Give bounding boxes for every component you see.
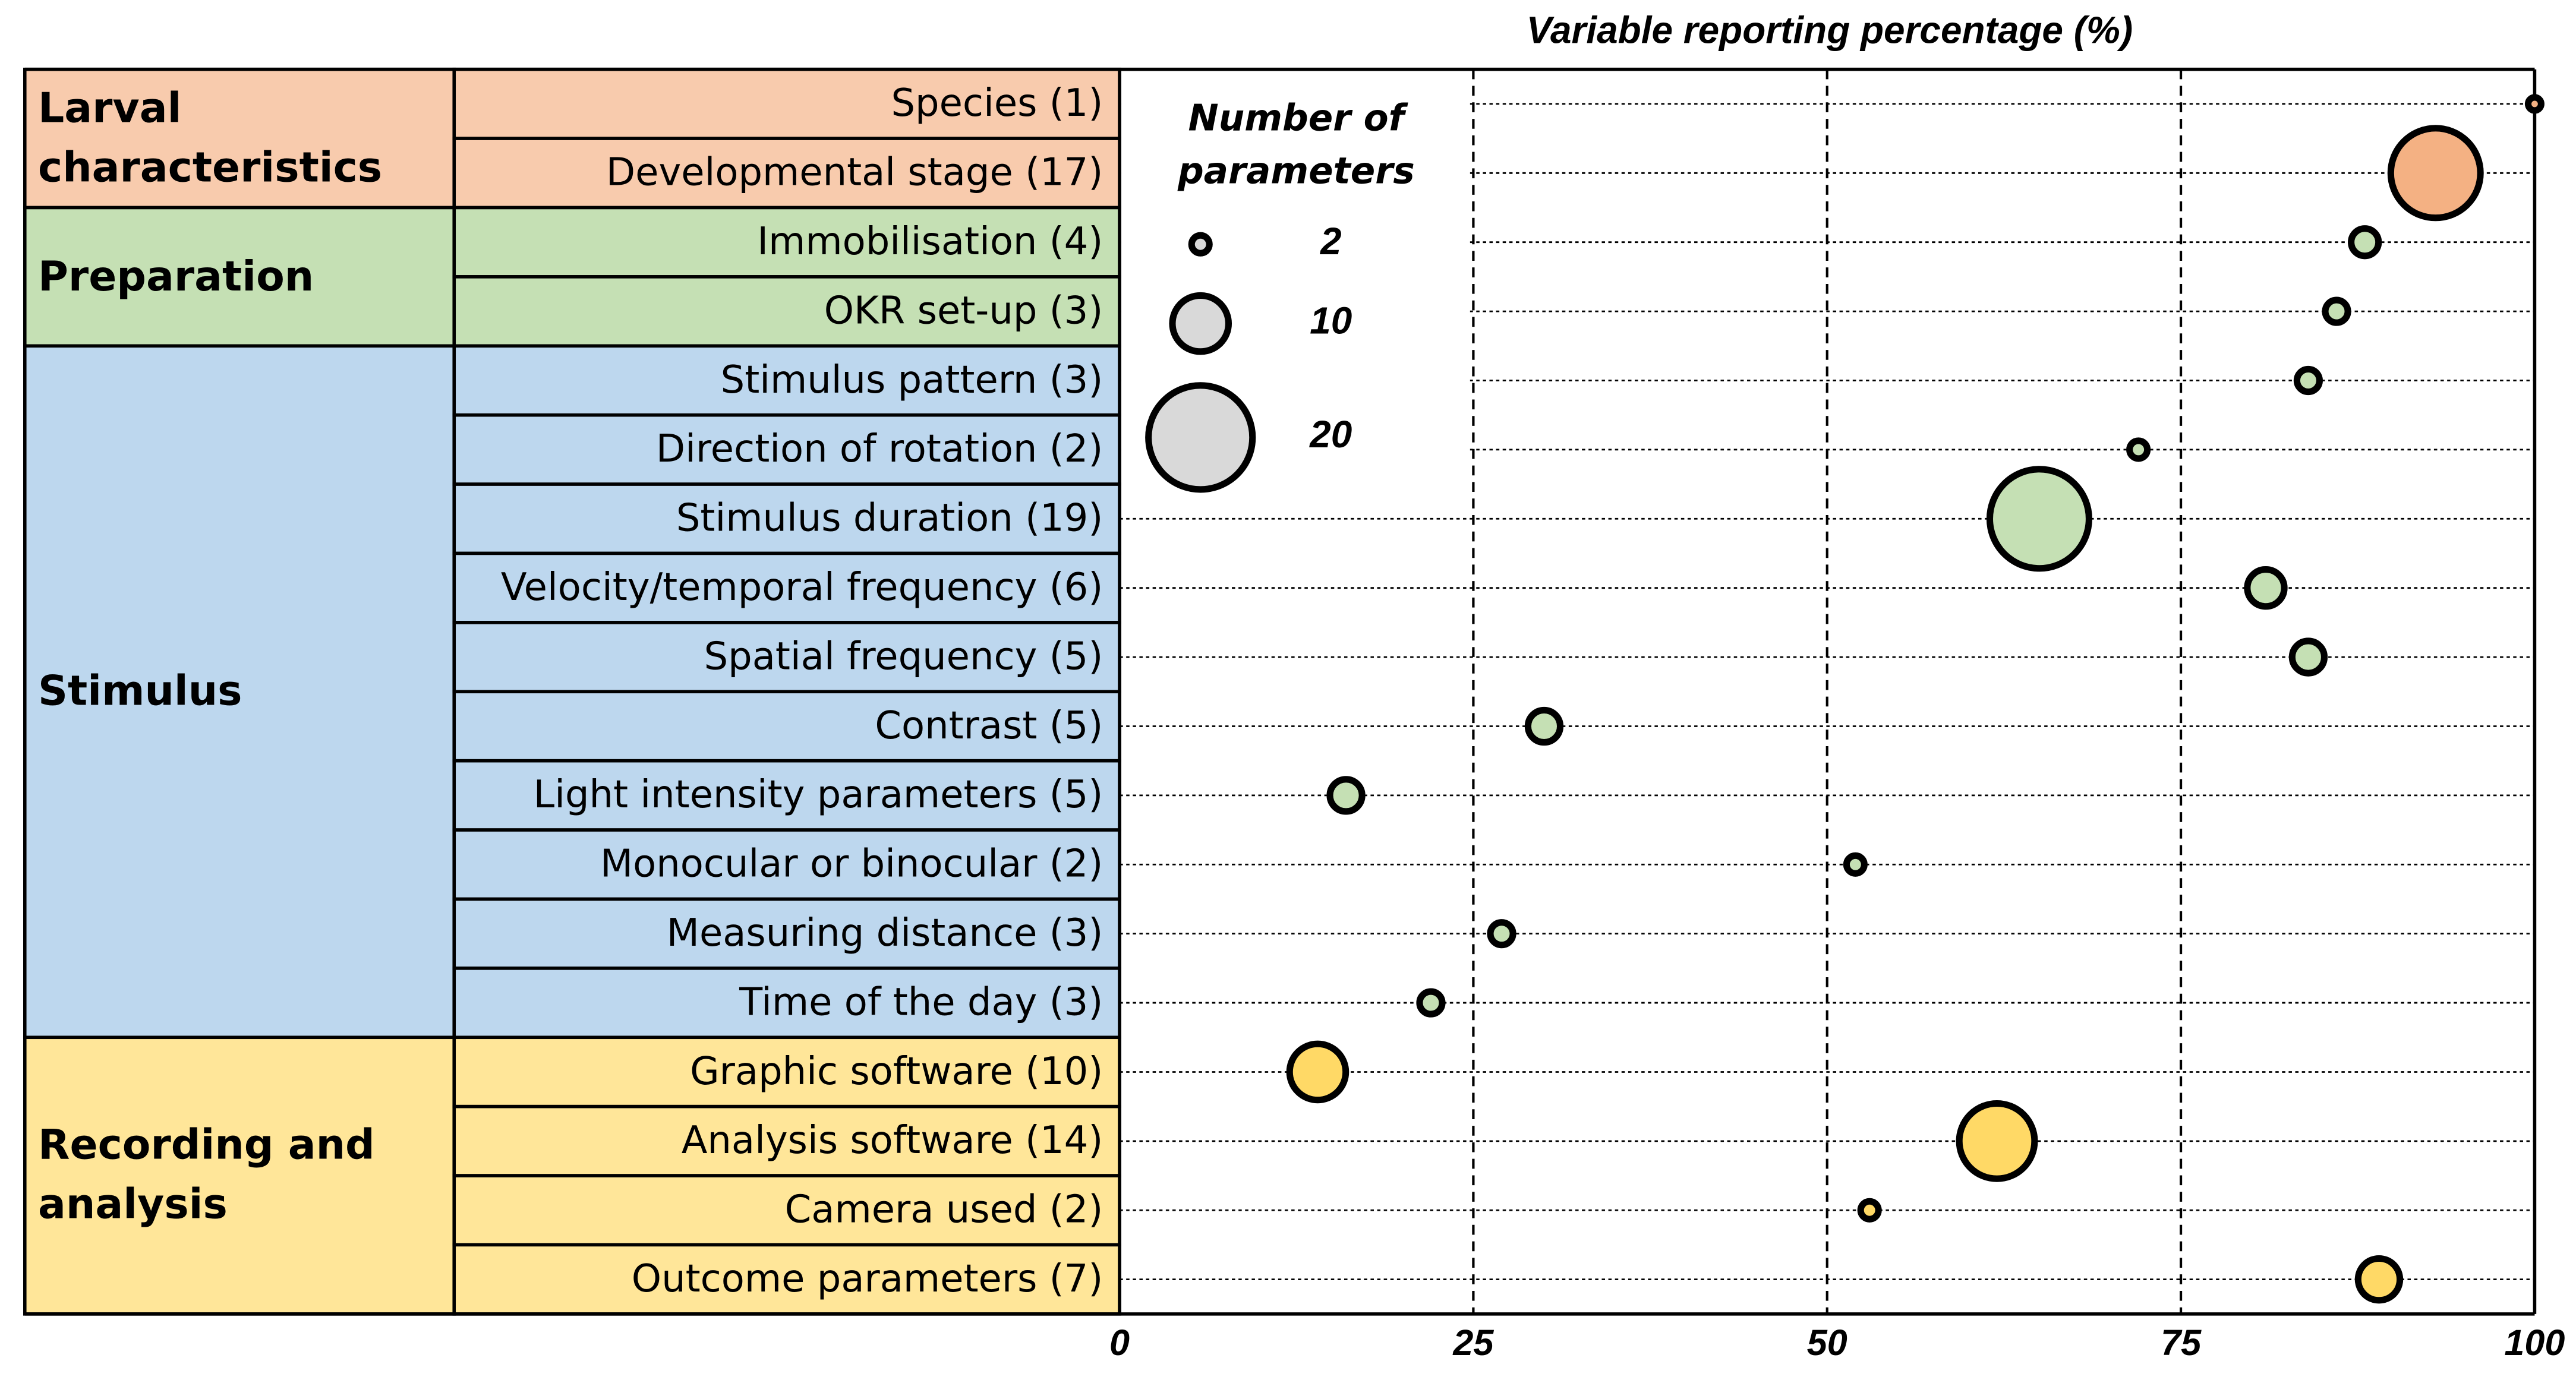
bubble <box>2354 1255 2404 1304</box>
category-label: Stimulus pattern (3) <box>721 358 1103 402</box>
x-tick-label: 75 <box>2161 1322 2202 1363</box>
category-label: Time of the day (3) <box>739 980 1103 1024</box>
group-cell <box>23 67 456 210</box>
legend-bubble <box>1188 232 1213 257</box>
category-label: Analysis software (14) <box>682 1119 1103 1163</box>
bubble <box>1487 919 1516 949</box>
category-label: Stimulus duration (19) <box>676 497 1103 541</box>
bubble <box>1956 1100 2038 1182</box>
category-label: Outcome parameters (7) <box>632 1257 1103 1301</box>
x-tick-label: 25 <box>1452 1322 1494 1363</box>
category-label: Light intensity parameters (5) <box>534 773 1103 817</box>
category-cell <box>452 828 1121 901</box>
x-tick-label: 0 <box>1109 1322 1130 1363</box>
category-cell <box>452 551 1121 624</box>
legend-label: 2 <box>1320 220 1342 263</box>
category-cell <box>452 621 1121 694</box>
legend-bubble <box>1169 292 1232 355</box>
group-label-box: Preparation <box>38 251 314 300</box>
legend-label: 10 <box>1310 299 1352 342</box>
category-label: Camera used (2) <box>785 1188 1103 1232</box>
x-tick-label: 100 <box>2504 1322 2565 1363</box>
bubble <box>2126 437 2151 462</box>
bubble <box>2524 94 2545 114</box>
bubble <box>2244 566 2288 610</box>
group-cell <box>23 206 456 348</box>
legend-label: 20 <box>1309 413 1352 456</box>
bubble <box>1986 466 2093 572</box>
category-label: Graphic software (10) <box>690 1050 1103 1094</box>
bubble <box>2293 365 2323 396</box>
bubble <box>1843 852 1868 877</box>
category-cell <box>452 1035 1121 1109</box>
category-cell <box>452 1243 1121 1316</box>
category-cell <box>452 690 1121 763</box>
category-label: Spatial frequency (5) <box>704 634 1103 678</box>
bubble <box>1416 988 1446 1018</box>
legend-title-box: Number of parameters <box>1177 99 1415 194</box>
group-cell <box>23 344 456 1040</box>
category-label: OKR set-up (3) <box>824 289 1103 333</box>
group-label-box: Larval characteristics <box>38 83 383 191</box>
bubble <box>2348 225 2382 260</box>
category-label: Monocular or binocular (2) <box>600 842 1103 886</box>
legend-bubble <box>1145 382 1256 493</box>
group-label: Larval characteristics <box>38 83 383 191</box>
group-label-box: Recording and analysis <box>38 1120 375 1229</box>
category-label: Measuring distance (3) <box>667 911 1103 955</box>
category-label: Contrast (5) <box>875 704 1103 748</box>
category-label: Developmental stage (17) <box>606 151 1103 195</box>
category-cell <box>452 413 1121 486</box>
bubble <box>2387 125 2484 222</box>
category-cell <box>452 967 1121 1040</box>
bubble <box>1857 1198 1882 1223</box>
category-label: Species (1) <box>891 81 1103 125</box>
bubble <box>1524 706 1564 746</box>
bubble <box>1326 776 1366 815</box>
category-cell <box>452 67 1121 140</box>
group-cell <box>23 1035 456 1316</box>
bubble <box>2322 296 2351 326</box>
category-label: Direction of rotation (2) <box>656 427 1103 471</box>
x-axis-title: Variable reporting percentage (%) <box>1527 8 2133 51</box>
group-label: Stimulus <box>38 667 242 715</box>
category-label: Velocity/temporal frequency (6) <box>501 566 1103 610</box>
group-label: Recording and analysis <box>38 1120 375 1229</box>
category-cell <box>452 344 1121 417</box>
category-label: Immobilisation (4) <box>757 220 1103 264</box>
category-cell <box>452 1104 1121 1177</box>
bubble <box>2288 637 2328 677</box>
bubble <box>1286 1040 1350 1104</box>
x-tick-label: 50 <box>1807 1322 1847 1363</box>
group-label: Preparation <box>38 251 314 300</box>
group-label-box: Stimulus <box>38 667 242 715</box>
legend-title: Number of parameters <box>1177 99 1415 194</box>
